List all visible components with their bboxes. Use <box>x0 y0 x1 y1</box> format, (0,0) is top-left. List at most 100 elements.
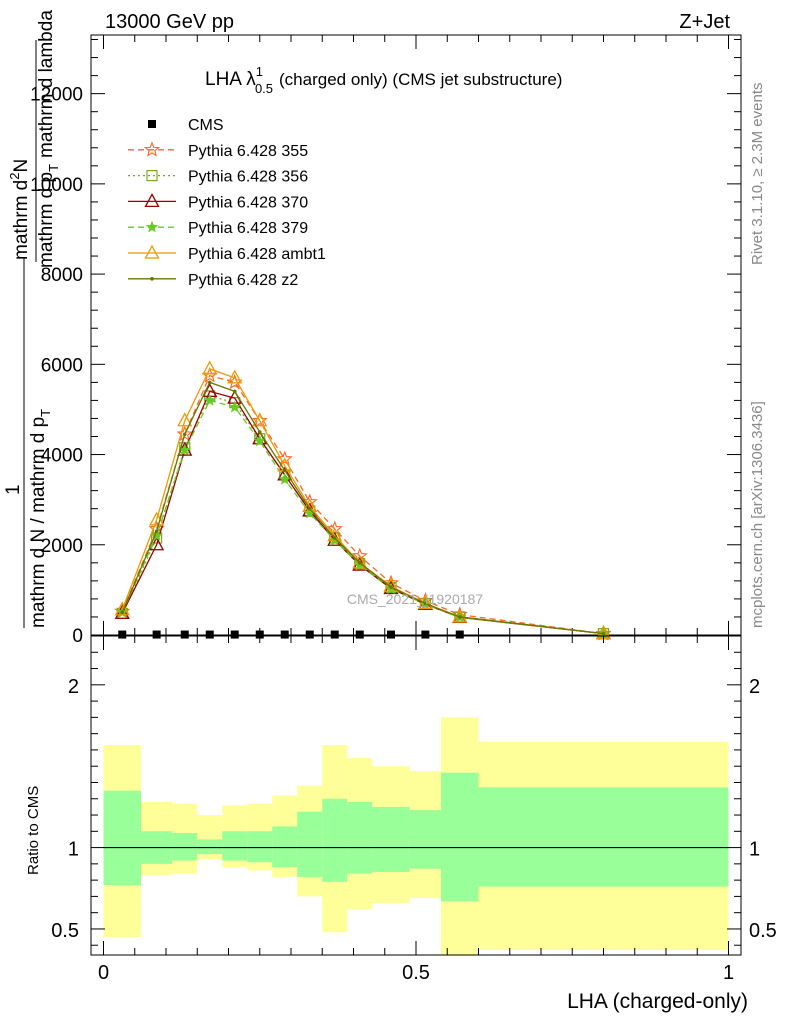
data-point-cms <box>421 630 430 639</box>
legend-marker <box>143 141 161 157</box>
ylabel-outer-denominator: mathrm d N / mathrm d pT <box>28 409 53 628</box>
ratio-ytick-label: 1 <box>68 839 79 861</box>
main-ytick-label: 12000 <box>30 85 83 106</box>
data-point-pythia-6-428-z2 <box>357 561 362 565</box>
main-y-axis-label: mathrm d2N mathrm d pTmathrm d lambda 1 … <box>3 10 61 628</box>
x-tick-label: 1 <box>723 962 734 984</box>
data-point-pythia-6-428-ambt1 <box>114 601 130 616</box>
process-label: Z+Jet <box>679 11 730 33</box>
ratio-ytick-label-right: 1 <box>749 839 760 861</box>
data-point-pythia-6-428-z2 <box>120 610 125 615</box>
legend-item-pythia-6-428-355: Pythia 6.428 355 <box>128 141 308 160</box>
main-ytick-label: 8000 <box>41 265 83 286</box>
data-point-cms <box>305 630 314 639</box>
main-plot-panel: 0 2000 4000 6000 8000 10000 12000 <box>30 34 742 647</box>
main-ytick-label: 4000 <box>41 446 83 467</box>
data-point-pythia-6-428-z2 <box>601 631 606 636</box>
uncertainty-band-stat-bin <box>172 832 198 861</box>
data-point-pythia-6-428-355 <box>176 425 193 442</box>
data-point-pythia-6-428-z2 <box>282 468 287 473</box>
legend-marker <box>144 244 160 259</box>
data-point-pythia-6-428-z2 <box>257 430 262 434</box>
data-point-pythia-6-428-z2 <box>423 601 428 606</box>
data-point-pythia-6-428-z2 <box>389 585 393 589</box>
uncertainty-band-stat-bin <box>197 839 223 855</box>
data-point-cms <box>230 630 239 639</box>
data-point-pythia-6-428-ambt1 <box>252 412 268 427</box>
uncertainty-band-stat-bin <box>478 787 729 887</box>
main-ytick-label: 2000 <box>41 536 83 557</box>
data-point-pythia-6-428-z2 <box>182 432 187 437</box>
main-ytick-label: 0 <box>72 626 83 647</box>
data-point-cms <box>455 630 464 639</box>
data-point-cms <box>255 630 264 639</box>
series-pythia-6-428-z2 <box>120 380 606 636</box>
series-cms <box>118 630 464 639</box>
uncertainty-band-stat-bin <box>222 831 248 861</box>
legend-marker <box>144 193 160 208</box>
legend-marker <box>150 277 154 281</box>
data-point-cms <box>152 630 161 639</box>
mcplots-label: mcplots.cern.ch [arXiv:1306.3436] <box>749 401 766 628</box>
legend-label: Pythia 6.428 z2 <box>188 272 298 289</box>
data-point-pythia-6-428-z2 <box>457 615 462 619</box>
data-point-cms <box>330 630 339 639</box>
data-point-cms <box>387 630 395 639</box>
legend-label: Pythia 6.428 355 <box>188 143 308 160</box>
x-tick-label: 0 <box>98 962 109 984</box>
uncertainty-band-stat-bin <box>247 831 273 863</box>
data-point-pythia-6-428-z2 <box>307 506 312 511</box>
uncertainty-band-stat-bin <box>297 811 323 877</box>
x-axis-label: LHA (charged-only) <box>567 990 748 1013</box>
uncertainty-band-stat-bin <box>409 810 441 869</box>
data-point-pythia-6-428-ambt1 <box>202 360 218 375</box>
series-line-pythia-6-428-z2 <box>121 381 604 635</box>
series-line-pythia-6-428-379 <box>121 399 604 635</box>
rivet-label: Rivet 3.1.10, ≥ 2.3M events <box>749 83 766 266</box>
data-point-cms <box>180 630 189 639</box>
main-ytick-label: 6000 <box>41 355 83 376</box>
data-point-cms <box>118 630 127 639</box>
legend-label: Pythia 6.428 ambt1 <box>188 246 326 263</box>
legend-marker <box>146 170 158 182</box>
uncertainty-band-stat <box>103 772 729 902</box>
main-plot-title: LHA λ1 0.5 (charged only) (CMS jet substru… <box>205 64 562 96</box>
legend-label: Pythia 6.428 379 <box>188 220 308 237</box>
ylabel-denominator: mathrm d pTmathrm d lambda <box>36 10 61 268</box>
data-point-pythia-6-428-ambt1 <box>177 412 193 427</box>
main-ytick-label: 10000 <box>30 175 83 196</box>
data-point-pythia-6-428-z2 <box>232 389 237 394</box>
legend-label: CMS <box>188 117 224 134</box>
ratio-ytick-label: 0.5 <box>51 920 79 942</box>
data-point-pythia-6-428-379 <box>278 472 291 485</box>
data-point-pythia-6-428-379 <box>228 400 241 413</box>
legend-item-pythia-6-428-z2: Pythia 6.428 z2 <box>128 272 298 289</box>
legend-item-pythia-6-428-370: Pythia 6.428 370 <box>128 193 308 211</box>
series-line-pythia-6-428-370 <box>121 390 604 635</box>
legend-label: Pythia 6.428 370 <box>188 194 308 211</box>
ratio-ytick-label-right: 2 <box>749 676 760 698</box>
ylabel-one: 1 <box>3 484 24 495</box>
data-point-pythia-6-428-355 <box>251 412 268 428</box>
data-point-pythia-6-428-ambt1 <box>352 554 368 569</box>
energy-label: 13000 GeV pp <box>105 11 234 33</box>
data-point-cms <box>355 630 364 639</box>
data-point-pythia-6-428-z2 <box>154 529 159 534</box>
data-point-pythia-6-428-z2 <box>332 536 337 540</box>
uncertainty-band-stat-bin <box>103 790 141 886</box>
uncertainty-band-stat-bin <box>272 826 298 868</box>
legend-marker <box>145 220 159 233</box>
legend-item-pythia-6-428-ambt1: Pythia 6.428 ambt1 <box>128 244 326 263</box>
legend: CMS Pythia 6.428 355 Pythia 6.428 356 Pythi… <box>128 117 326 289</box>
legend-item-pythia-6-428-379: Pythia 6.428 379 <box>128 220 308 237</box>
ratio-plot-panel: 0.5 0.5 1 1 2 2 0 0.5 1 <box>51 635 777 984</box>
uncertainty-band-stat-bin <box>441 772 479 902</box>
legend-item-pythia-6-428-356: Pythia 6.428 356 <box>128 169 308 186</box>
data-point-pythia-6-428-ambt1 <box>227 369 243 384</box>
watermark: CMS_2021_I1920187 <box>347 591 483 607</box>
data-point-cms <box>280 630 289 639</box>
legend-item-cms: CMS <box>148 117 224 134</box>
ratio-ytick-label: 2 <box>68 676 79 698</box>
data-point-pythia-6-428-379 <box>203 393 216 406</box>
